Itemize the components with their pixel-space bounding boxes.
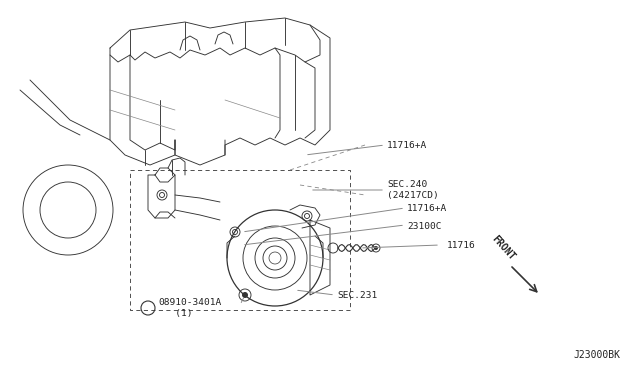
Text: SEC.231: SEC.231 [337,292,377,301]
Text: 08910-3401A
   (1): 08910-3401A (1) [158,298,221,318]
Text: FRONT: FRONT [490,234,517,262]
Circle shape [374,246,378,250]
Text: 11716+A: 11716+A [407,203,447,212]
Text: SEC.240
(24217CD): SEC.240 (24217CD) [387,180,439,201]
Text: J23000BK: J23000BK [573,350,620,360]
Circle shape [242,292,248,298]
Text: 11716: 11716 [447,241,476,250]
Text: 23100C: 23100C [407,221,442,231]
Text: 11716+A: 11716+A [387,141,428,150]
